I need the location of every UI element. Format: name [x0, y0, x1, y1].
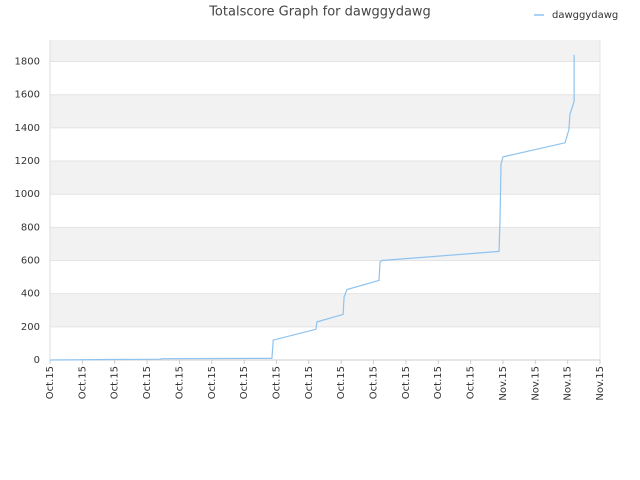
- y-tick-label: 1000: [15, 189, 40, 200]
- grid-band: [50, 260, 600, 294]
- x-tick-label: Oct.15: [369, 366, 380, 399]
- y-tick-label: 600: [21, 256, 40, 267]
- x-tick-label: Nov.15: [498, 366, 509, 401]
- x-tick-label: Oct.15: [207, 366, 218, 399]
- grid-band: [50, 293, 600, 327]
- y-tick-label: 1600: [15, 90, 40, 101]
- grid-band: [50, 326, 600, 360]
- x-tick-label: Oct.15: [304, 366, 315, 399]
- x-tick-label: Oct.15: [401, 366, 412, 399]
- x-tick-label: Nov.15: [530, 366, 541, 401]
- x-tick-label: Oct.15: [336, 366, 347, 399]
- grid-band: [50, 161, 600, 195]
- x-tick-label: Nov.15: [563, 366, 574, 401]
- x-tick-label: Oct.15: [174, 366, 185, 399]
- y-tick-label: 800: [21, 222, 40, 233]
- grid-band: [50, 40, 600, 62]
- y-tick-label: 1200: [15, 156, 40, 167]
- grid-band: [50, 227, 600, 261]
- x-tick-label: Oct.15: [466, 366, 477, 399]
- y-tick-label: 1400: [15, 123, 40, 134]
- grid-band: [50, 127, 600, 162]
- x-tick-label: Oct.15: [110, 366, 121, 399]
- x-tick-label: Oct.15: [142, 366, 153, 399]
- grid-band: [50, 194, 600, 228]
- y-tick-label: 200: [21, 322, 40, 333]
- x-tick-label: Nov.15: [595, 366, 606, 401]
- legend-label: dawggydawg: [552, 10, 618, 21]
- y-tick-label: 1800: [15, 57, 40, 68]
- x-tick-label: Oct.15: [77, 366, 88, 399]
- grid-band: [50, 61, 600, 95]
- x-tick-label: Oct.15: [433, 366, 444, 399]
- data-line: [49, 54, 575, 361]
- chart-title: Totalscore Graph for dawggydawg: [208, 5, 431, 20]
- grid-band: [50, 94, 600, 128]
- x-tick-label: Oct.15: [239, 366, 250, 399]
- y-tick-label: 0: [34, 355, 40, 366]
- y-tick-label: 400: [21, 289, 40, 300]
- x-tick-label: Oct.15: [271, 366, 282, 399]
- x-tick-label: Oct.15: [45, 366, 56, 399]
